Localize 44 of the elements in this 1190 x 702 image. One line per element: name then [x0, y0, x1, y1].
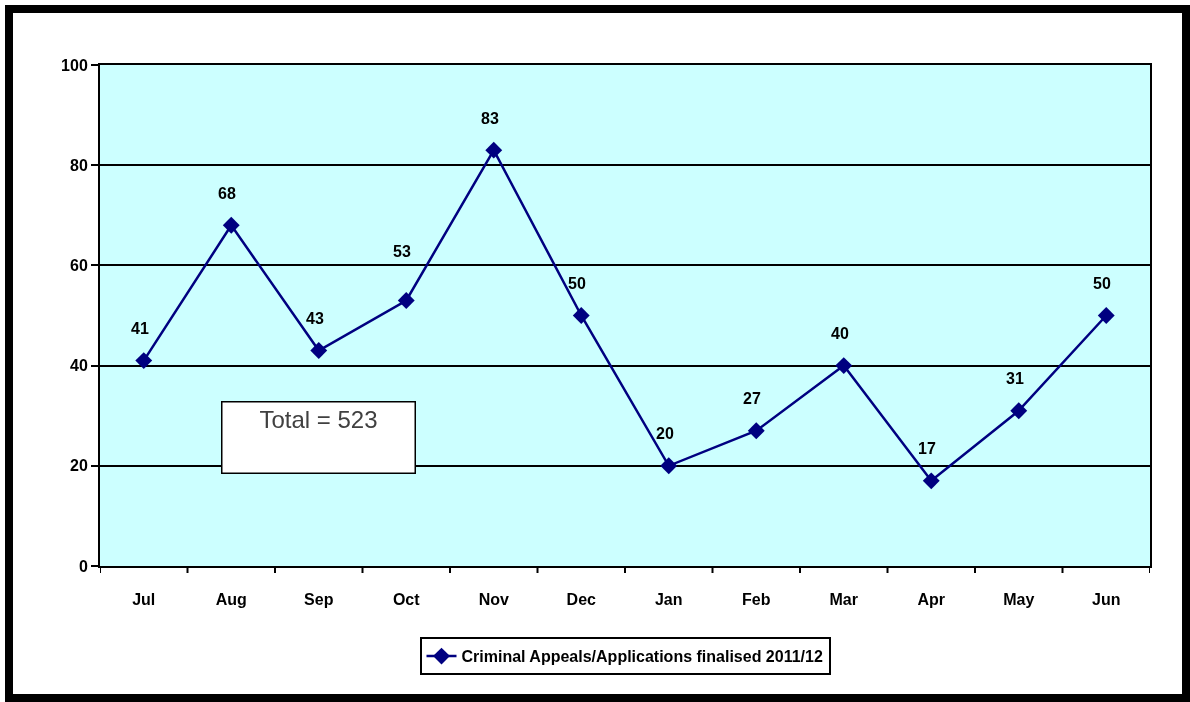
point [747, 422, 765, 440]
point [1010, 402, 1028, 420]
y-tick-label: 60 [70, 257, 88, 274]
y-tick-label: 20 [70, 457, 88, 475]
x-tick-label: Jun [1092, 591, 1121, 609]
y-tick-label: 100 [61, 56, 88, 74]
data-label: 41 [131, 320, 149, 337]
annotation: Total = 523 [259, 405, 378, 433]
x-tick-label: Jan [654, 591, 683, 609]
data-label: 40 [831, 325, 849, 342]
point [572, 307, 590, 324]
data-label: 17 [918, 440, 936, 457]
x-tick-label: Dec [566, 591, 597, 609]
data-label: 50 [1093, 275, 1111, 292]
data-label: 68 [218, 185, 236, 202]
data-label: 53 [393, 243, 411, 260]
point [1097, 307, 1115, 324]
point [485, 141, 503, 159]
x-tick-label: May [1003, 591, 1035, 609]
y-tick-label: 80 [70, 156, 88, 174]
x-tick-label: Nov [478, 591, 509, 609]
x-tick-label: Sep [304, 591, 334, 609]
point [310, 342, 328, 360]
point [835, 357, 853, 375]
data-label: 83 [481, 110, 499, 127]
point [135, 352, 153, 370]
x-tick-label: Oct [392, 591, 421, 609]
x-tick-label: Jul [132, 591, 156, 609]
data-label: 31 [1006, 370, 1024, 387]
point [222, 216, 240, 234]
data-label: 20 [656, 425, 674, 442]
y-tick-label: 40 [70, 357, 88, 375]
legend-label: Criminal Appeals/Applications finalised 2011/12 [461, 648, 823, 666]
point [397, 292, 415, 309]
y-tick-label: 0 [78, 557, 88, 575]
data-label: 50 [568, 275, 586, 292]
point [922, 472, 940, 490]
x-tick-label: Mar [829, 591, 858, 609]
data-label: 27 [743, 390, 761, 407]
data-label: 43 [306, 310, 324, 327]
point [660, 457, 678, 475]
x-tick-label: Apr [917, 591, 946, 609]
x-tick-label: Aug [215, 591, 247, 609]
x-tick-label: Feb [742, 591, 771, 609]
